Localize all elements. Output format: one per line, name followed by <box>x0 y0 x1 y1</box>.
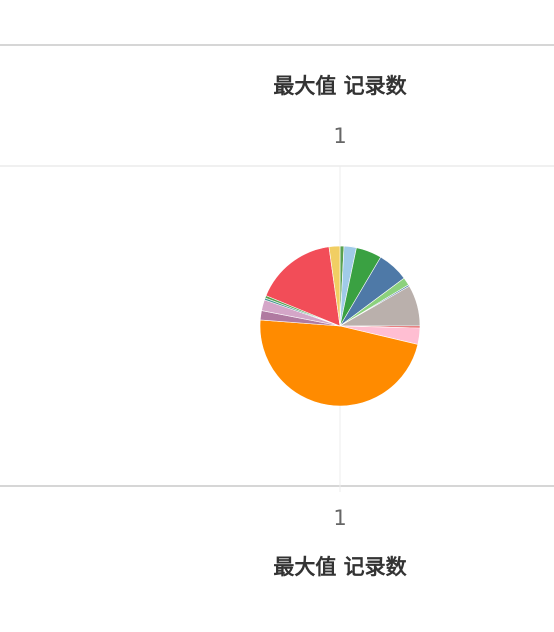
top-axis-title: 最大值 记录数 <box>273 74 407 98</box>
bottom-tick-label: 1 <box>333 506 346 530</box>
pie-slice-15[interactable] <box>265 246 341 327</box>
pie-slice-16[interactable] <box>328 245 341 327</box>
bottom-axis-title: 最大值 记录数 <box>273 555 407 579</box>
pie-chart <box>259 245 421 407</box>
top-tick-label: 1 <box>333 124 346 148</box>
pie-slice-10[interactable] <box>259 319 419 407</box>
